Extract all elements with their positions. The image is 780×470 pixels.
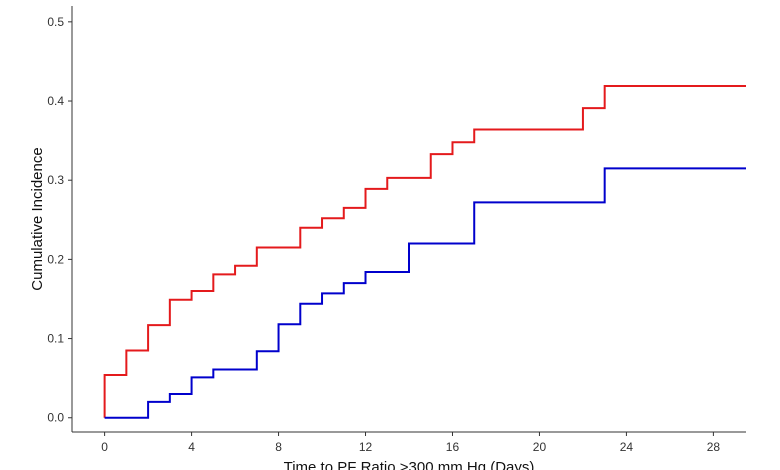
x-ticks: 0 4 8 12 16 20 24 28 — [101, 432, 720, 454]
y-tick-label: 0.1 — [47, 332, 64, 346]
x-axis-title: Time to PF Ratio >300 mm Hg (Days) — [284, 459, 535, 470]
series-line-1 — [103, 84, 746, 418]
y-ticks: 0.0 0.1 0.2 0.3 0.4 0.5 — [47, 15, 72, 425]
y-axis-title: Cumulative Incidence — [29, 147, 46, 290]
axes — [71, 6, 746, 433]
y-tick-label: 0.3 — [47, 173, 64, 187]
x-tick-label: 12 — [359, 440, 373, 454]
y-tick-label: 0.4 — [47, 94, 64, 108]
x-tick-label: 24 — [620, 440, 634, 454]
x-tick-label: 8 — [275, 440, 282, 454]
series-line-2 — [104, 167, 746, 419]
x-tick-label: 0 — [101, 440, 108, 454]
x-tick-label: 4 — [188, 440, 195, 454]
y-tick-label: 0.2 — [47, 252, 64, 266]
x-tick-label: 28 — [707, 440, 721, 454]
y-tick-label: 0.0 — [47, 411, 64, 425]
y-tick-label: 0.5 — [47, 15, 64, 29]
x-tick-label: 16 — [446, 440, 460, 454]
x-tick-label: 20 — [533, 440, 547, 454]
plot-lines — [103, 84, 746, 419]
